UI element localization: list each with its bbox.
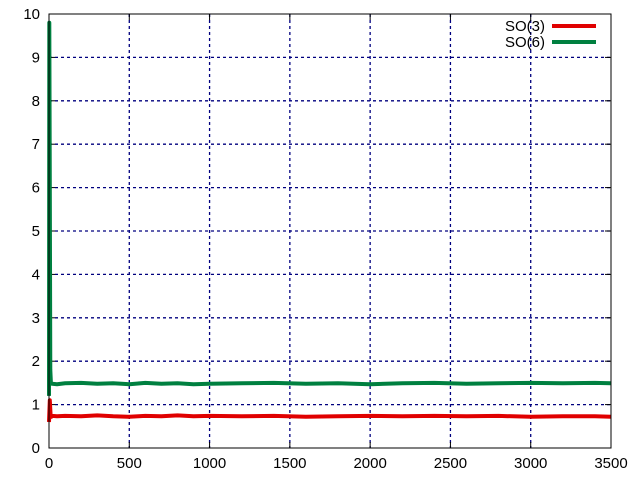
x-tick-label: 2500 bbox=[434, 455, 467, 472]
legend-label: SO(3) bbox=[505, 18, 545, 35]
y-tick-label: 2 bbox=[32, 353, 40, 370]
y-tick-label: 7 bbox=[32, 136, 40, 153]
grid bbox=[49, 14, 611, 448]
y-tick-label: 1 bbox=[32, 397, 40, 414]
y-tick-label: 9 bbox=[32, 49, 40, 66]
axis-ticks: 0 500 1000 1500 2000 2500 3000 3500 0 1 2 3 4 5 6 7 8 9 10 bbox=[23, 6, 627, 472]
x-tick-label: 1000 bbox=[193, 455, 226, 472]
y-tick-label: 4 bbox=[32, 266, 40, 283]
x-tick-label: 1500 bbox=[273, 455, 306, 472]
y-tick-label: 8 bbox=[32, 93, 40, 110]
y-tick-label: 3 bbox=[32, 310, 40, 327]
x-tick-label: 0 bbox=[45, 455, 53, 472]
series-line-2 bbox=[47, 20, 612, 396]
series-line-1 bbox=[47, 398, 612, 423]
y-tick-label: 5 bbox=[32, 223, 40, 240]
series-group bbox=[47, 20, 612, 423]
y-tick-label: 0 bbox=[32, 440, 40, 457]
legend: SO(3)SO(6) bbox=[505, 18, 596, 51]
y-tick-label: 10 bbox=[23, 6, 40, 23]
legend-label: SO(6) bbox=[505, 34, 545, 51]
x-tick-label: 2000 bbox=[353, 455, 386, 472]
y-tick-label: 6 bbox=[32, 180, 40, 197]
x-tick-label: 3000 bbox=[514, 455, 547, 472]
plot-frame bbox=[48, 13, 612, 449]
x-tick-label: 3500 bbox=[594, 455, 627, 472]
x-tick-label: 500 bbox=[117, 455, 142, 472]
